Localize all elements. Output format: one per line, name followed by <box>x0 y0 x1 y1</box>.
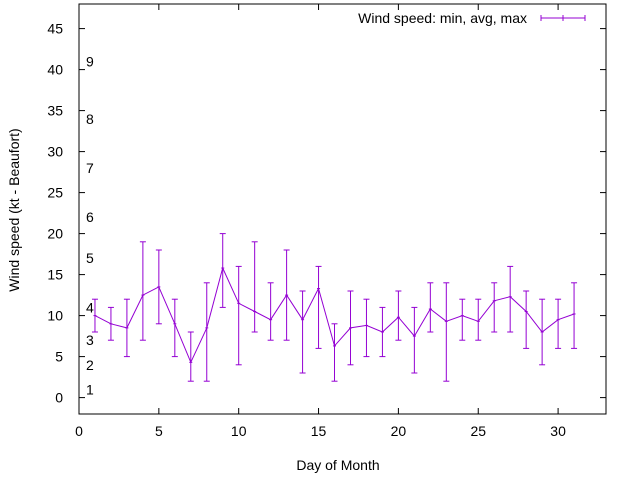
plot-frame <box>78 3 607 415</box>
y-tick-label: 30 <box>47 144 63 160</box>
beaufort-label: 3 <box>86 332 94 348</box>
errorbar <box>155 249 162 325</box>
legend-sample-errorbar <box>540 15 586 21</box>
errorbar <box>267 282 274 341</box>
beaufort-label: 7 <box>86 160 94 176</box>
errorbar <box>187 331 194 382</box>
x-tick-label: 20 <box>391 423 407 439</box>
errorbar <box>123 298 130 358</box>
x-axis-label: Day of Month <box>296 457 379 473</box>
errorbar <box>219 233 226 308</box>
beaufort-label: 1 <box>86 381 94 397</box>
legend: Wind speed: min, avg, max <box>358 10 586 26</box>
errorbar <box>171 298 178 358</box>
errorbar <box>379 306 386 358</box>
errorbar <box>347 290 354 366</box>
errorbar <box>507 265 514 333</box>
errorbar <box>555 298 562 349</box>
errorbar <box>491 282 498 333</box>
x-tick-label: 15 <box>311 423 327 439</box>
errorbar <box>395 290 402 341</box>
errorbar <box>283 249 290 341</box>
beaufort-label: 5 <box>86 250 94 266</box>
y-tick-label: 5 <box>55 349 63 365</box>
errorbar <box>107 306 114 341</box>
y-tick-label: 10 <box>47 308 63 324</box>
x-tick-label: 10 <box>231 423 247 439</box>
x-tick-label: 30 <box>550 423 566 439</box>
y-tick-label: 35 <box>47 103 63 119</box>
errorbar <box>443 282 450 382</box>
errorbar <box>459 298 466 341</box>
errorbar <box>331 323 338 382</box>
errorbar <box>411 306 418 374</box>
beaufort-label: 4 <box>86 299 94 315</box>
beaufort-label: 8 <box>86 111 94 127</box>
beaufort-label: 9 <box>86 53 94 69</box>
errorbar <box>523 290 530 349</box>
y-tick-label: 25 <box>47 185 63 201</box>
errorbar <box>139 241 146 341</box>
y-tick-label: 0 <box>55 390 63 406</box>
x-tick-label: 0 <box>75 423 83 439</box>
y-tick-label: 45 <box>47 21 63 37</box>
errorbar <box>363 298 370 358</box>
errorbar <box>475 298 482 341</box>
y-tick-label: 20 <box>47 226 63 242</box>
errorbar <box>571 282 578 349</box>
errorbar <box>539 298 546 366</box>
y-axis-label: Wind speed (kt - Beaufort) <box>6 128 22 291</box>
errorbar <box>427 282 434 333</box>
errorbar <box>203 282 210 382</box>
errorbar <box>91 298 98 333</box>
x-tick-label: 5 <box>155 423 163 439</box>
errorbar <box>235 265 242 366</box>
beaufort-label: 2 <box>86 357 94 373</box>
y-tick-label: 40 <box>47 62 63 78</box>
errorbar <box>315 265 322 349</box>
legend-label: Wind speed: min, avg, max <box>358 10 527 26</box>
beaufort-label: 6 <box>86 209 94 225</box>
errorbar <box>251 241 258 333</box>
beaufort-scale-labels: 1 2 3 4 5 6 7 8 9 <box>86 53 94 397</box>
errorbar <box>299 290 306 374</box>
y-tick-label: 15 <box>47 267 63 283</box>
x-tick-label: 25 <box>470 423 486 439</box>
series-group <box>91 233 578 382</box>
